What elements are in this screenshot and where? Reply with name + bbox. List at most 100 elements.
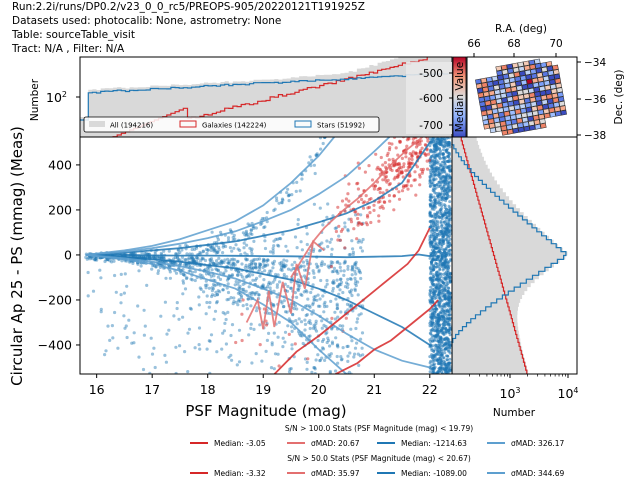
star-point [433,212,437,216]
star-point [253,291,257,295]
sky-xtick-label: 68 [507,38,520,50]
star-point [113,273,117,278]
star-point [447,331,451,335]
star-point [323,358,327,362]
star-point [447,180,451,184]
star-point [112,259,116,263]
star-point [336,271,340,275]
star-point [190,278,194,282]
star-point [446,266,450,270]
sky-tile [518,66,525,72]
star-point [342,269,346,273]
star-point [346,354,350,358]
galaxy-point [366,206,370,210]
star-point [348,305,352,309]
star-point [143,251,147,256]
star-point [327,266,331,270]
star-point [339,280,344,284]
star-point [299,264,303,268]
star-point [254,309,259,313]
star-point [230,323,235,327]
sky-tile [486,81,494,87]
galaxy-point [392,208,396,212]
star-point [240,287,244,291]
star-point [299,265,303,269]
star-point [445,226,449,230]
galaxy-point [426,152,431,156]
star-point [232,233,236,237]
star-point [249,375,252,378]
star-point [136,304,140,308]
star-point [441,247,445,251]
star-point [93,258,97,262]
star-point [282,272,286,277]
star-point [277,244,281,248]
star-point [207,272,212,276]
star-point [346,286,350,290]
sky-tile [548,74,555,81]
star-point [163,353,167,357]
rhist-galaxies-step [460,137,528,374]
star-point [299,320,304,324]
star-point [443,161,447,165]
sky-tile [501,129,508,136]
star-point [190,256,194,260]
star-point [143,324,147,328]
star-point [216,268,220,272]
star-point [200,257,204,261]
star-point [439,192,443,196]
top-ytick-label: 102 [46,90,67,105]
galaxy-point [381,178,385,182]
sky-ytick-label: −36 [584,94,606,106]
star-point [318,304,322,308]
star-point [119,293,123,297]
star-point [446,317,450,321]
star-point [279,237,283,241]
sky-tile [542,103,549,110]
star-point [278,236,282,241]
star-point [442,220,446,224]
star-point [446,233,450,237]
star-point [329,395,332,398]
star-point [280,301,284,305]
star-point [292,307,296,311]
series-line [85,137,391,256]
star-point [435,293,439,297]
star-point [317,268,321,272]
star-point [303,318,307,322]
star-point [446,336,449,340]
star-point [262,278,266,282]
galaxy-point [340,199,345,203]
star-point [433,216,437,220]
star-point [319,147,323,151]
star-point [152,346,156,350]
star-point [241,282,245,286]
stats-label: σMAD: 326.17 [511,439,565,448]
star-point [428,276,432,280]
star-point [313,171,317,176]
star-point [350,268,354,272]
star-point [254,266,258,270]
star-point [436,334,440,338]
star-point [435,329,439,333]
star-point [281,345,285,349]
star-point [207,265,211,269]
star-point [440,350,444,353]
star-point [314,358,318,362]
star-point [215,250,219,254]
star-point [197,295,201,299]
star-point [432,138,436,141]
star-point [254,226,258,230]
sky-tile [527,83,534,89]
sky-tile [534,91,541,97]
star-point [178,250,182,255]
star-point [437,291,441,295]
star-point [246,222,250,226]
star-point [276,237,280,241]
star-point [238,292,242,296]
star-point [280,200,284,204]
star-point [111,336,115,340]
star-point [226,282,230,286]
star-point [232,300,236,304]
